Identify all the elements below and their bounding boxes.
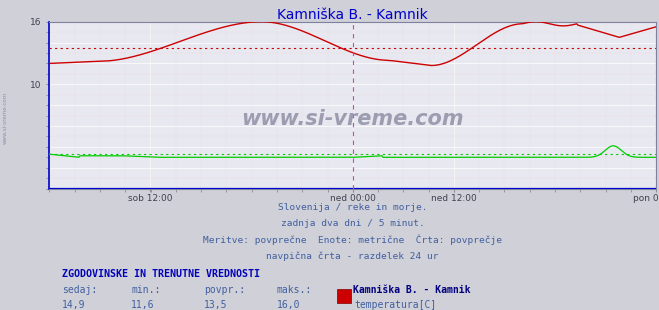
Text: 13,5: 13,5 [204, 300, 227, 310]
Text: Meritve: povprečne  Enote: metrične  Črta: povprečje: Meritve: povprečne Enote: metrične Črta:… [203, 235, 502, 246]
Text: 16,0: 16,0 [277, 300, 301, 310]
Bar [337, 305, 351, 310]
Title: Kamniška B. - Kamnik: Kamniška B. - Kamnik [277, 8, 428, 22]
Text: povpr.:: povpr.: [204, 285, 245, 295]
Text: temperatura[C]: temperatura[C] [355, 300, 437, 310]
Text: sedaj:: sedaj: [61, 285, 97, 295]
Text: 11,6: 11,6 [131, 300, 155, 310]
Text: navpična črta - razdelek 24 ur: navpična črta - razdelek 24 ur [266, 251, 439, 261]
Text: www.si-vreme.com: www.si-vreme.com [241, 108, 464, 129]
Text: zadnja dva dni / 5 minut.: zadnja dva dni / 5 minut. [281, 219, 424, 228]
Text: Kamniška B. - Kamnik: Kamniška B. - Kamnik [353, 285, 470, 295]
Text: ZGODOVINSKE IN TRENUTNE VREDNOSTI: ZGODOVINSKE IN TRENUTNE VREDNOSTI [61, 269, 260, 279]
Text: 14,9: 14,9 [61, 300, 85, 310]
Bar [337, 289, 351, 303]
Text: www.si-vreme.com: www.si-vreme.com [3, 92, 8, 144]
Text: maks.:: maks.: [277, 285, 312, 295]
Text: Slovenija / reke in morje.: Slovenija / reke in morje. [278, 203, 427, 212]
Text: min.:: min.: [131, 285, 161, 295]
